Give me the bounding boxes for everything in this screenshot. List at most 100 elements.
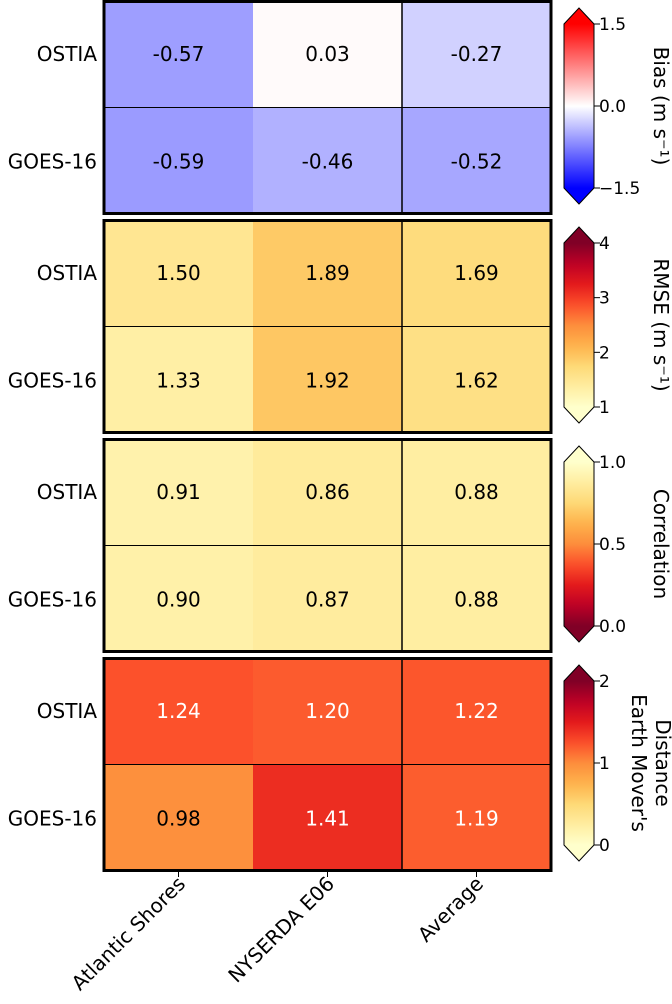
heatmap-cell — [402, 764, 551, 872]
heatmap-cell — [104, 219, 253, 327]
cell-value-label: -0.27 — [451, 42, 503, 66]
colorbar-extend-min — [564, 188, 594, 204]
row-label: OSTIA — [37, 261, 98, 285]
colorbar-tick-label: 0 — [599, 836, 610, 856]
cell-value-label: 1.24 — [156, 699, 201, 723]
colorbar-label: Bias (m s⁻¹) — [649, 47, 672, 166]
colorbar-extend-min — [564, 407, 594, 423]
heatmap-cell — [253, 326, 402, 434]
colorbar-body — [564, 462, 594, 626]
cell-value-label: 1.69 — [454, 261, 499, 285]
cell-value-label: 1.19 — [454, 806, 499, 830]
cell-value-label: -0.46 — [302, 149, 354, 173]
row-label: OSTIA — [37, 42, 98, 66]
row-label: OSTIA — [37, 699, 98, 723]
cell-value-label: 1.41 — [305, 806, 350, 830]
colorbar-tick-label: 3 — [599, 289, 610, 309]
cell-value-label: 1.22 — [454, 699, 499, 723]
colorbar-tick-label: 1 — [599, 398, 610, 418]
colorbar-label: Earth Mover's — [627, 694, 651, 832]
colorbar-tick-label: 1.0 — [599, 453, 626, 473]
heatmap-cell — [402, 107, 551, 215]
colorbar-tick-label: 2 — [599, 672, 610, 692]
heatmap-cell — [253, 545, 402, 653]
colorbar-body — [564, 243, 594, 407]
x-axis: Atlantic Shores NYSERDA E06 Average — [67, 871, 488, 995]
colorbar-rmse: 4 3 2 1 RMSE (m s⁻¹) — [563, 226, 672, 424]
cell-value-label: 0.87 — [305, 587, 350, 611]
heatmap-cell — [402, 326, 551, 434]
cell-value-label: -0.59 — [153, 149, 205, 173]
colorbar-bias: 1.5 0.0 −1.5 Bias (m s⁻¹) — [563, 7, 672, 205]
colorbar-label: Distance — [651, 719, 672, 806]
heatmap-cell — [104, 545, 253, 653]
panel-bias: -0.57 0.03 -0.27 -0.59 -0.46 -0.52 OSTIA GOES-1… — [8, 0, 553, 215]
colorbar-extend-max — [564, 665, 594, 681]
panel-frame — [102, 0, 553, 215]
row-label: GOES-16 — [8, 587, 97, 611]
colorbar-tick-label: 1 — [599, 754, 610, 774]
heatmap-cell — [104, 657, 253, 765]
heatmap-cell — [253, 0, 402, 108]
x-tick-label: NYSERDA E06 — [223, 872, 339, 988]
row-label: GOES-16 — [8, 806, 97, 830]
row-label: OSTIA — [37, 480, 98, 504]
colorbar-label: Correlation — [649, 489, 672, 599]
cell-value-label: 1.92 — [305, 368, 350, 392]
heatmap-cell — [402, 438, 551, 546]
heatmap-cell — [253, 764, 402, 872]
colorbar-body — [564, 24, 594, 188]
x-tick-label: Average — [413, 872, 488, 947]
colorbar-label: RMSE (m s⁻¹) — [649, 258, 672, 391]
cell-value-label: 0.90 — [156, 587, 201, 611]
panel-frame — [102, 219, 553, 434]
cell-value-label: 1.33 — [156, 368, 201, 392]
colorbar-tick-label: −1.5 — [599, 179, 640, 199]
cell-value-label: 0.88 — [454, 480, 499, 504]
panel-frame — [102, 657, 553, 872]
cell-value-label: 1.89 — [305, 261, 350, 285]
heatmap-cell — [402, 545, 551, 653]
heatmap-cell — [402, 219, 551, 327]
colorbar-tick-label: 0.0 — [599, 97, 626, 117]
panel-frame — [102, 438, 553, 653]
colorbar-extend-max — [564, 8, 594, 24]
colorbar-correlation: 1.0 0.5 0.0 Correlation — [563, 445, 672, 643]
heatmap-cell — [104, 764, 253, 872]
colorbar-extend-max — [564, 227, 594, 243]
colorbar-tick-label: 0.5 — [599, 535, 626, 555]
x-tick-label: Atlantic Shores — [67, 872, 190, 995]
heatmap-cell — [253, 438, 402, 546]
heatmap-cell — [253, 657, 402, 765]
cell-value-label: 0.88 — [454, 587, 499, 611]
cell-value-label: 0.03 — [305, 42, 350, 66]
heatmap-cell — [104, 0, 253, 108]
row-label: GOES-16 — [8, 149, 97, 173]
cell-value-label: 0.86 — [305, 480, 350, 504]
cell-value-label: -0.52 — [451, 149, 503, 173]
cell-value-label: 1.20 — [305, 699, 350, 723]
cell-value-label: 0.91 — [156, 480, 201, 504]
colorbar-tick-label: 0.0 — [599, 617, 626, 637]
heatmap-cell — [402, 657, 551, 765]
colorbar-body — [564, 681, 594, 845]
colorbar-extend-max — [564, 446, 594, 462]
colorbar-extend-min — [564, 845, 594, 861]
cell-value-label: 0.98 — [156, 806, 201, 830]
colorbar-tick-label: 1.5 — [599, 15, 626, 35]
heatmap-cell — [253, 107, 402, 215]
heatmap-cell — [104, 438, 253, 546]
heatmap-cell — [402, 0, 551, 108]
panel-rmse: 1.50 1.89 1.69 1.33 1.92 1.62 OSTIA GOES-16 — [8, 219, 553, 434]
heatmap-cell — [104, 107, 253, 215]
colorbar-extend-min — [564, 626, 594, 642]
panel-earth-mover-s-distance: 1.24 1.20 1.22 0.98 1.41 1.19 OSTIA GOES-16 — [8, 657, 553, 872]
heatmap-cell — [253, 219, 402, 327]
cell-value-label: -0.57 — [153, 42, 205, 66]
cell-value-label: 1.62 — [454, 368, 499, 392]
heatmap-cell — [104, 326, 253, 434]
colorbar-tick-label: 4 — [599, 234, 610, 254]
colorbar-tick-label: 2 — [599, 343, 610, 363]
row-label: GOES-16 — [8, 368, 97, 392]
